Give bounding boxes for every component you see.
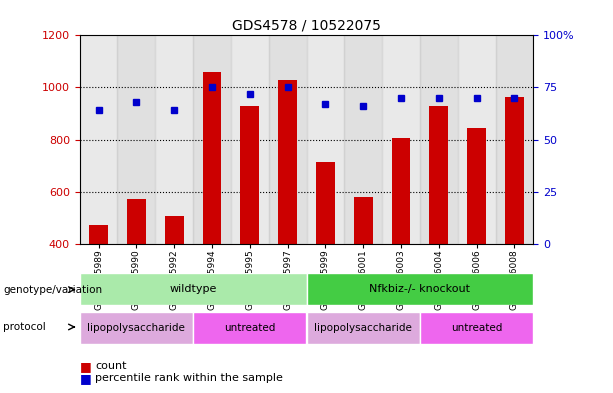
Bar <box>495 35 533 244</box>
Bar <box>118 35 155 244</box>
Bar <box>202 72 221 244</box>
Text: untreated: untreated <box>451 323 502 333</box>
Bar <box>240 106 259 244</box>
Text: lipopolysaccharide: lipopolysaccharide <box>314 323 412 333</box>
Bar <box>458 35 495 244</box>
Bar <box>306 312 420 344</box>
Bar <box>80 35 118 244</box>
Bar <box>354 197 373 244</box>
Text: percentile rank within the sample: percentile rank within the sample <box>95 373 283 383</box>
Bar <box>80 273 306 305</box>
Bar <box>429 106 448 244</box>
Bar <box>306 273 533 305</box>
Bar <box>278 80 297 244</box>
Bar <box>127 199 146 244</box>
Bar <box>306 35 345 244</box>
Text: count: count <box>95 361 126 371</box>
Bar <box>345 35 382 244</box>
Text: ■: ■ <box>80 360 91 373</box>
Text: wildtype: wildtype <box>169 284 217 294</box>
Text: genotype/variation: genotype/variation <box>3 285 102 295</box>
Bar <box>80 312 193 344</box>
Bar <box>420 312 533 344</box>
Bar <box>505 97 524 244</box>
Text: Nfkbiz-/- knockout: Nfkbiz-/- knockout <box>370 284 470 294</box>
Bar <box>155 35 193 244</box>
Text: lipopolysaccharide: lipopolysaccharide <box>88 323 185 333</box>
Bar <box>268 35 306 244</box>
Bar <box>89 226 108 244</box>
Bar <box>382 35 420 244</box>
Text: ■: ■ <box>80 371 91 385</box>
Bar <box>193 312 306 344</box>
Bar <box>165 216 184 244</box>
Bar <box>316 162 335 244</box>
Bar <box>467 128 486 244</box>
Text: untreated: untreated <box>224 323 275 333</box>
Bar <box>231 35 268 244</box>
Bar <box>420 35 458 244</box>
Title: GDS4578 / 10522075: GDS4578 / 10522075 <box>232 19 381 33</box>
Bar <box>193 35 231 244</box>
Text: protocol: protocol <box>3 322 46 332</box>
Bar <box>392 138 411 244</box>
